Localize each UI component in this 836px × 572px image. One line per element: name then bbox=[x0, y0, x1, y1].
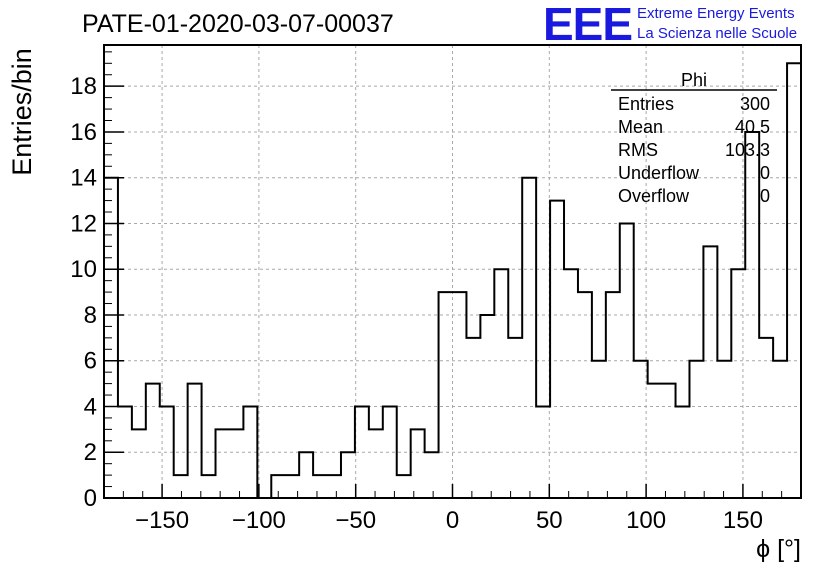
x-tick-label: 50 bbox=[536, 507, 563, 534]
histogram-bin bbox=[411, 429, 425, 498]
histogram-bin bbox=[508, 338, 522, 498]
histogram-bin bbox=[229, 429, 243, 498]
histogram-bin bbox=[188, 384, 202, 498]
y-tick-label: 10 bbox=[70, 256, 97, 283]
histogram-bin bbox=[146, 384, 160, 498]
histogram-bin bbox=[648, 384, 662, 498]
stats-row-value: 300 bbox=[740, 94, 770, 114]
stats-row-label: Entries bbox=[618, 94, 674, 114]
histogram-bin bbox=[341, 452, 355, 498]
y-axis-label: Entries/bin bbox=[7, 48, 37, 176]
histogram-bin bbox=[466, 338, 480, 498]
logo-line-1: Extreme Energy Events bbox=[637, 5, 795, 22]
stats-row-value: 0 bbox=[760, 163, 770, 183]
y-tick-label: 16 bbox=[70, 119, 97, 146]
histogram-bin bbox=[299, 452, 313, 498]
y-tick-label: 18 bbox=[70, 73, 97, 100]
x-tick-label: −50 bbox=[335, 507, 376, 534]
histogram-bin bbox=[592, 361, 606, 498]
chart-title: PATE-01-2020-03-07-00037 bbox=[82, 10, 394, 38]
histogram-bin bbox=[522, 178, 536, 498]
x-tick-label: −100 bbox=[232, 507, 286, 534]
histogram-bin bbox=[564, 269, 578, 498]
histogram-bin bbox=[425, 452, 439, 498]
stats-box: Phi Entries 300 Mean 40.5 RMS 103.3 Underflow 0… bbox=[611, 70, 777, 206]
eee-logo: EEE Extreme Energy Events La Scienza nel… bbox=[543, 0, 797, 50]
histogram-bin bbox=[453, 292, 467, 498]
histogram-bin bbox=[285, 475, 299, 498]
histogram-bin bbox=[634, 361, 648, 498]
x-tick-label: 0 bbox=[446, 507, 459, 534]
histogram-bin bbox=[397, 475, 411, 498]
histogram-bin bbox=[174, 475, 188, 498]
histogram-bin bbox=[313, 475, 327, 498]
logo-mark: EEE bbox=[543, 0, 632, 50]
histogram-bin bbox=[494, 269, 508, 498]
stats-row-value: 0 bbox=[760, 186, 770, 206]
histogram-bin bbox=[662, 384, 676, 498]
histogram-bin bbox=[703, 246, 717, 498]
y-tick-label: 8 bbox=[84, 302, 97, 329]
stats-row-label: Underflow bbox=[618, 163, 700, 183]
stats-box-title: Phi bbox=[681, 70, 707, 90]
histogram-bin bbox=[132, 429, 146, 498]
histogram-bin bbox=[202, 475, 216, 498]
histogram-bin bbox=[787, 63, 801, 498]
histogram-bars bbox=[104, 62, 801, 499]
histogram-bin bbox=[369, 429, 383, 498]
logo-line-2: La Scienza nelle Scuole bbox=[637, 25, 797, 42]
stats-row-label: RMS bbox=[618, 140, 658, 160]
y-tick-label: 14 bbox=[70, 165, 97, 192]
histogram-bin bbox=[327, 475, 341, 498]
stats-row-label: Mean bbox=[618, 117, 663, 137]
histogram-outline bbox=[104, 62, 801, 499]
histogram-bin bbox=[439, 292, 453, 498]
histogram-bin bbox=[759, 338, 773, 498]
y-tick-label: 2 bbox=[84, 439, 97, 466]
y-tick-label: 12 bbox=[70, 210, 97, 237]
stats-row-value: 103.3 bbox=[725, 140, 770, 160]
histogram-bin bbox=[689, 361, 703, 498]
histogram-bin bbox=[578, 292, 592, 498]
stats-row-value: 40.5 bbox=[735, 117, 770, 137]
x-tick-labels: −150 −100 −50 0 50 100 150 bbox=[135, 507, 763, 534]
stats-row-label: Overflow bbox=[618, 186, 690, 206]
axis-ticks bbox=[104, 51, 783, 499]
y-tick-label: 0 bbox=[84, 485, 97, 512]
y-tick-label: 6 bbox=[84, 348, 97, 375]
histogram-bin bbox=[606, 292, 620, 498]
histogram-bin bbox=[773, 361, 787, 498]
y-tick-labels: 0 2 4 6 8 10 12 14 16 18 bbox=[70, 73, 97, 512]
histogram-bin bbox=[717, 361, 731, 498]
x-tick-label: 150 bbox=[723, 507, 763, 534]
x-tick-label: 100 bbox=[626, 507, 666, 534]
grid-lines bbox=[104, 45, 801, 498]
x-tick-label: −150 bbox=[135, 507, 189, 534]
x-axis-label: ϕ [°] bbox=[756, 535, 801, 563]
histogram-bin bbox=[216, 429, 230, 498]
y-tick-label: 4 bbox=[84, 393, 97, 420]
histogram-bin bbox=[550, 201, 564, 498]
